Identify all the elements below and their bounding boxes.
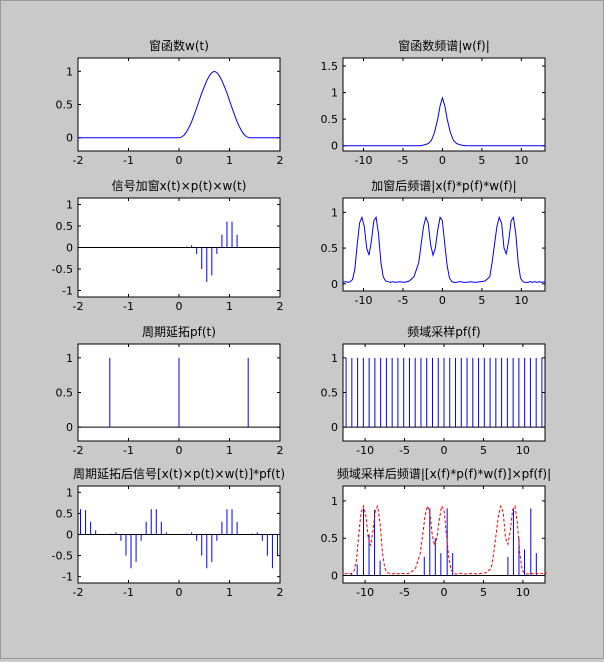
y-tick-label: 0.5	[56, 387, 74, 400]
x-tick-label: 1	[226, 444, 233, 457]
y-tick-label: 1	[66, 486, 73, 499]
y-tick-label: 1	[331, 352, 338, 365]
x-tick-label: 5	[480, 444, 487, 457]
y-tick-label: -0.5	[52, 263, 73, 276]
y-tick-label: 0.5	[56, 220, 74, 233]
y-tick-label: 1	[331, 87, 338, 100]
x-tick-label: -5	[399, 444, 410, 457]
x-tick-label: -2	[73, 444, 84, 457]
axes-box	[77, 57, 281, 152]
x-tick-label: 0	[441, 586, 448, 599]
y-tick-label: 1	[331, 206, 338, 219]
x-tick-label: 2	[277, 300, 284, 313]
x-tick-label: -2	[73, 300, 84, 313]
subplot-W: 窗函数频谱|w(f)| -10 -5 0 5 10 0 0.5 1 1.5	[321, 38, 546, 167]
x-tick-label: -1	[123, 444, 134, 457]
y-tick-label: 0	[331, 140, 338, 153]
subplot-w: 窗函数w(t) -2 -1 0 1 2 0 0.5 1	[56, 38, 284, 167]
y-tick-label: 0	[331, 570, 338, 583]
y-tick-label: 0	[66, 529, 73, 542]
axes-box	[342, 197, 546, 292]
x-tick-label: 10	[516, 586, 530, 599]
x-tick-label: 0	[439, 294, 446, 307]
x-tick-label: 5	[480, 586, 487, 599]
y-tick-label: 0.5	[321, 113, 339, 126]
y-tick-label: 1	[66, 352, 73, 365]
x-tick-label: 5	[478, 294, 485, 307]
x-tick-label: 0	[176, 444, 183, 457]
subplot-XPW: 加窗后频谱|x(f)*p(f)*w(f)| -10 -5 0 5 10 0 0.5 1	[321, 179, 546, 307]
y-tick-label: 1	[331, 495, 338, 508]
x-tick-label: 2	[277, 586, 284, 599]
x-tick-label: -10	[355, 154, 373, 167]
x-tick-label: -5	[397, 294, 408, 307]
y-tick-label: 1	[66, 198, 73, 211]
subplot-title: 周期延拓pf(t)	[142, 325, 216, 339]
subplot-title: 信号加窗x(t)×p(t)×w(t)	[112, 179, 247, 193]
x-tick-label: 1	[226, 586, 233, 599]
y-tick-label: 0.5	[321, 242, 339, 255]
subplot-sampled_spec: 频域采样后频谱|[x(f)*p(f)*w(f)]×pf(f)|-10 -5 0 5 10…	[321, 466, 552, 599]
y-tick-label: 0	[331, 278, 338, 291]
x-tick-label: -5	[399, 586, 410, 599]
series-line	[343, 96, 545, 147]
y-tick-label: 0	[66, 132, 73, 145]
y-tick-label: 1	[66, 65, 73, 78]
x-tick-label: 2	[277, 444, 284, 457]
y-tick-label: 0	[66, 242, 73, 255]
subplot-title: 频域采样后频谱|[x(f)*p(f)*w(f)]×pf(f)|	[337, 466, 551, 481]
subplot-title: 窗函数频谱|w(f)|	[398, 38, 490, 53]
y-tick-label: 0.5	[56, 99, 74, 112]
x-tick-label: 0	[176, 300, 183, 313]
x-tick-label: 1	[226, 154, 233, 167]
subplot-xpw: 信号加窗x(t)×p(t)×w(t)-2 -1 0 1 2-1-0.500.51	[52, 179, 284, 313]
subplot-title: 频域采样pf(f)	[407, 324, 480, 339]
y-tick-label: 1.5	[321, 60, 339, 73]
y-tick-label: 0.5	[321, 387, 339, 400]
x-tick-label: -10	[356, 586, 374, 599]
x-tick-label: -2	[73, 586, 84, 599]
y-tick-label: 0.5	[56, 507, 74, 520]
x-tick-label: -1	[123, 154, 134, 167]
x-tick-label: -2	[73, 154, 84, 167]
x-tick-label: 0	[176, 154, 183, 167]
axes-box	[342, 485, 546, 584]
envelope-line	[344, 504, 547, 575]
x-tick-label: -1	[123, 586, 134, 599]
subplot-pf_t: 周期延拓pf(t) -2 -1 0 1 2 0 0.5 1	[56, 325, 284, 457]
x-tick-label: -5	[397, 154, 408, 167]
x-tick-label: 10	[516, 444, 530, 457]
x-tick-label: 0	[176, 586, 183, 599]
y-tick-label: -0.5	[52, 550, 73, 563]
y-tick-label: 0.5	[321, 532, 339, 545]
subplot-title: 周期延拓后信号[x(t)×p(t)×w(t)]*pf(t)	[73, 467, 285, 481]
y-tick-label: -1	[62, 571, 73, 584]
x-tick-label: -10	[355, 294, 373, 307]
series-line	[342, 215, 546, 283]
subplot-periodic: 周期延拓后信号[x(t)×p(t)×w(t)]*pf(t)-2 -1 0 1 2-1-0…	[52, 467, 286, 599]
subplot-title: 加窗后频谱|x(f)*p(f)*w(f)|	[371, 179, 516, 193]
series-line	[78, 70, 280, 139]
x-tick-label: 5	[478, 154, 485, 167]
x-tick-label: -10	[356, 444, 374, 457]
y-tick-label: 0	[66, 421, 73, 434]
x-tick-label: 10	[514, 154, 528, 167]
subplot-title: 窗函数w(t)	[149, 38, 209, 53]
subplot-pf_f: 频域采样pf(f) -10 -5 0 5 10 0 0.5 1	[321, 324, 546, 457]
x-tick-label: 2	[277, 154, 284, 167]
x-tick-label: 10	[514, 294, 528, 307]
x-tick-label: 1	[226, 300, 233, 313]
y-tick-label: 0	[331, 421, 338, 434]
x-tick-label: 0	[441, 444, 448, 457]
x-tick-label: 0	[439, 154, 446, 167]
x-tick-label: -1	[123, 300, 134, 313]
y-tick-label: -1	[62, 285, 73, 298]
